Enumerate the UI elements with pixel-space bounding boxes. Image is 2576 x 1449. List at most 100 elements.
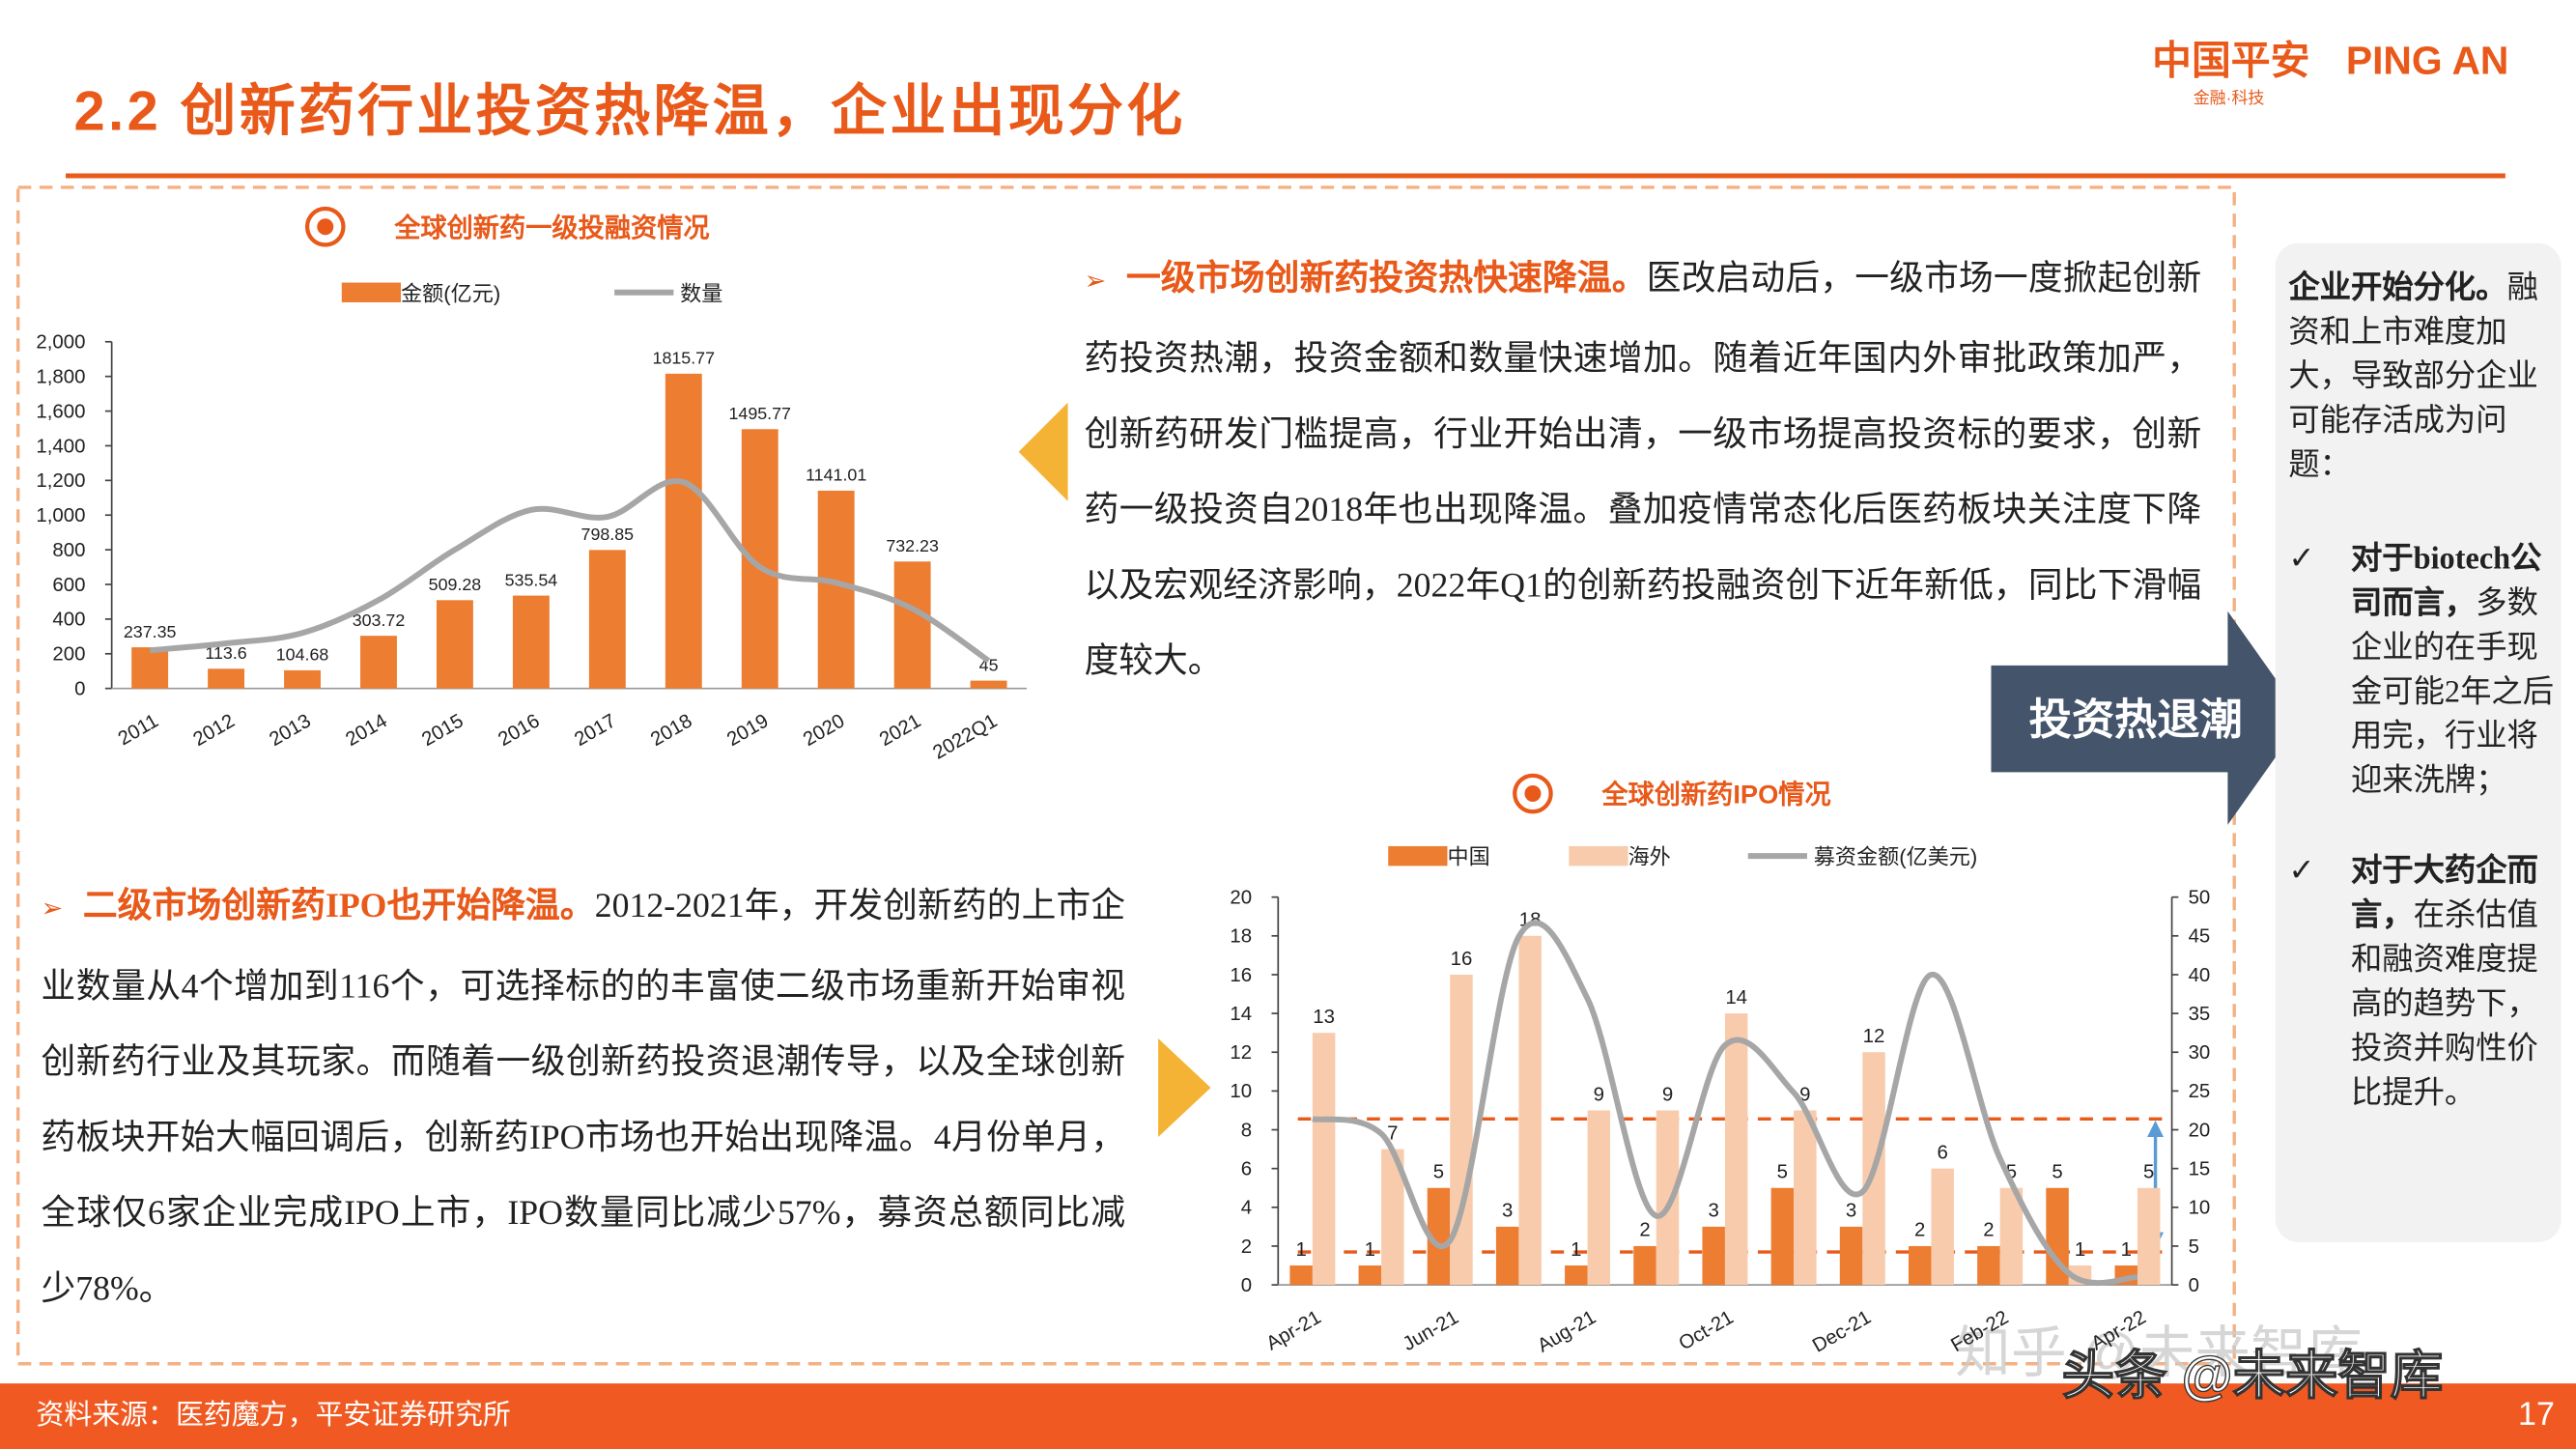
chart-title: 全球创新药一级投融资情况 — [393, 213, 709, 242]
y-tick-label: 8 — [1241, 1120, 1252, 1141]
pointer — [1158, 1037, 1211, 1138]
legend-label: 募资金额(亿美元) — [1814, 845, 1978, 869]
y2-tick-label: 20 — [2189, 1120, 2211, 1141]
y2-tick-label: 35 — [2189, 1004, 2211, 1025]
data-label: 9 — [1662, 1084, 1673, 1105]
bar — [1450, 974, 1473, 1286]
data-label: 14 — [1725, 987, 1747, 1009]
y-tick-label: 20 — [1230, 887, 1252, 908]
legend-swatch — [1388, 845, 1448, 867]
data-label: 3 — [1709, 1201, 1719, 1222]
bar — [1427, 1187, 1451, 1286]
bar — [893, 561, 931, 689]
bar — [1931, 1168, 1954, 1286]
x-tick-label: 2021 — [876, 710, 924, 751]
bar — [1908, 1245, 1932, 1286]
data-label: 9 — [1594, 1084, 1604, 1105]
bar — [1358, 1265, 1382, 1286]
y-tick-label: 16 — [1230, 965, 1252, 986]
bar — [1839, 1226, 1863, 1286]
logo-tagline: 金融·科技 — [2194, 89, 2265, 107]
y2-tick-label: 10 — [2189, 1198, 2211, 1219]
data-label: 1 — [2075, 1239, 2085, 1261]
title-icon — [1524, 785, 1542, 803]
section: ➢ 一级市场创新药投资热快速降温。医改启动后，一级市场一度掀起创新药投资热潮，投资… — [1085, 240, 2202, 698]
data-label: 1815.77 — [653, 349, 716, 368]
x-tick-label: 2013 — [266, 710, 314, 751]
section-lead: 二级市场创新药IPO也开始降温。 — [82, 885, 595, 925]
section-body: 医改启动后，一级市场一度掀起创新药投资热潮，投资金额和数量快速增加。随着近年国内… — [1084, 258, 2202, 681]
x-tick-label: Feb-22 — [1947, 1307, 2012, 1356]
callout: 投资热退潮 — [2029, 696, 2243, 744]
data-label: 1495.77 — [728, 404, 791, 423]
side-panel: 企业开始分化。融资和上市难度加大，导致部分企业可能存活成为问题： ✓ 对于biot… — [2275, 242, 2562, 1242]
data-label: 1 — [2121, 1239, 2132, 1261]
bar — [665, 373, 702, 689]
x-tick-label: 2017 — [571, 710, 619, 751]
y2-tick-label: 15 — [2189, 1158, 2211, 1179]
bar — [2046, 1187, 2069, 1286]
bar — [1724, 1013, 1748, 1286]
y-tick-label: 2,000 — [36, 332, 85, 354]
watermark: 知乎 @未来智库 — [1955, 1322, 2363, 1384]
x-tick-label: 2015 — [418, 710, 467, 751]
y-tick-label: 600 — [52, 575, 85, 596]
data-label: 6 — [1938, 1142, 1948, 1163]
logo-cn: 中国平安 — [2152, 39, 2309, 83]
data-label: 1 — [1365, 1239, 1375, 1261]
logo-en: PING AN — [2346, 39, 2509, 83]
bar — [512, 595, 550, 689]
data-label: 237.35 — [124, 622, 177, 641]
y-tick-label: 18 — [1230, 926, 1252, 948]
bar — [1518, 935, 1542, 1286]
data-label: 3 — [1846, 1201, 1856, 1222]
bullet-body: 多数企业的在手现金可能2年之后用完，行业将迎来洗牌； — [2350, 586, 2555, 799]
y-tick-label: 4 — [1241, 1198, 1252, 1219]
y2-tick-label: 40 — [2189, 965, 2211, 986]
data-label: 5 — [1433, 1162, 1444, 1183]
bar — [360, 636, 397, 689]
data-label: 3 — [1502, 1201, 1513, 1222]
bar — [1289, 1265, 1313, 1286]
y-tick-label: 10 — [1230, 1081, 1252, 1102]
legend-swatch — [1569, 845, 1628, 867]
y-tick-label: 800 — [52, 540, 85, 561]
legend-swatch — [341, 282, 402, 302]
y-tick-label: 200 — [52, 644, 85, 666]
legend-label: 中国 — [1447, 845, 1489, 869]
legend-label: 海外 — [1628, 845, 1671, 869]
bar — [1702, 1226, 1725, 1286]
bar — [208, 668, 245, 689]
bar — [1381, 1149, 1404, 1286]
data-label: 2 — [1983, 1220, 1994, 1241]
bar — [1794, 1110, 1817, 1286]
y-tick-label: 6 — [1241, 1158, 1252, 1179]
bar — [1770, 1187, 1795, 1286]
bar — [1977, 1245, 2000, 1286]
data-label: 2 — [1914, 1220, 1925, 1241]
data-label: 535.54 — [505, 570, 558, 589]
x-tick-label: Apr-22 — [2088, 1307, 2150, 1355]
side-intro: 融资和上市难度加大，导致部分企业可能存活成为问题： — [2288, 270, 2538, 484]
bar — [1495, 1226, 1519, 1286]
title-icon — [317, 218, 334, 236]
annotation-arrow — [2147, 1121, 2165, 1138]
data-label: 5 — [2052, 1162, 2062, 1183]
data-label: 732.23 — [886, 536, 939, 555]
y-tick-label: 1,200 — [36, 470, 85, 492]
data-label: 9 — [1799, 1084, 1810, 1105]
data-label: 509.28 — [429, 575, 482, 594]
source: 资料来源：医药魔方，平安证券研究所 — [36, 1400, 510, 1431]
data-label: 5 — [2006, 1162, 2017, 1183]
page-number: 17 — [2518, 1396, 2555, 1433]
data-label: 5 — [1777, 1162, 1788, 1183]
watermark: 头条 @未来智库 — [2062, 1346, 2444, 1405]
data-label: 1 — [1295, 1239, 1306, 1261]
y2-tick-label: 25 — [2189, 1081, 2211, 1102]
data-label: 303.72 — [353, 611, 406, 630]
pointer — [1018, 402, 1068, 501]
data-label: 104.68 — [276, 645, 329, 665]
legend-label: 金额(亿元) — [401, 281, 500, 305]
